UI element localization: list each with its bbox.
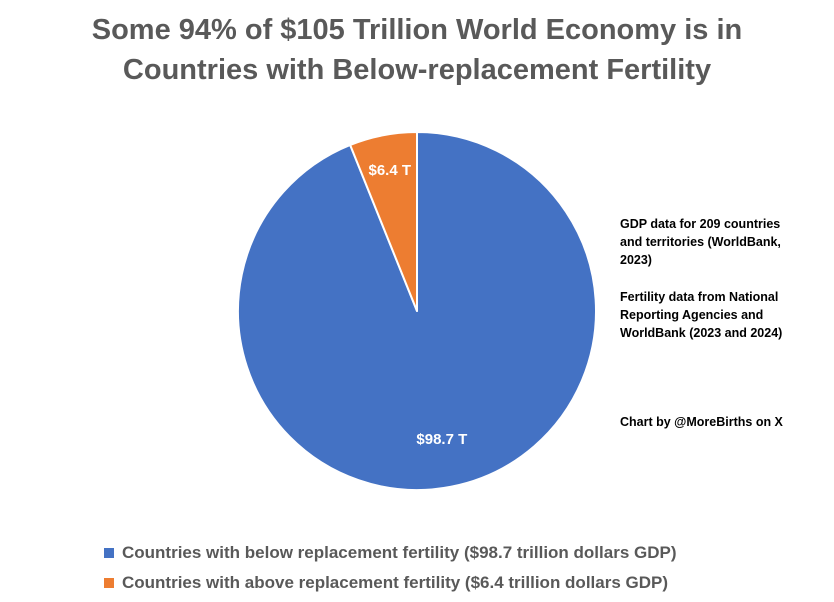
gdp-note-line-2: and territories (WorldBank,	[620, 235, 781, 249]
legend-item-below-replacement: Countries with below replacement fertili…	[104, 538, 677, 568]
fertility-note-line-2: Reporting Agencies and	[620, 308, 764, 322]
legend: Countries with below replacement fertili…	[104, 538, 677, 598]
gdp-note-line-3: 2023)	[620, 253, 652, 267]
pie-slice-above-replacement	[349, 131, 418, 312]
legend-label-above-replacement: Countries with above replacement fertili…	[122, 573, 669, 592]
legend-item-above-replacement: Countries with above replacement fertili…	[104, 568, 677, 598]
credit-text: Chart by @MoreBirths on X	[620, 415, 783, 429]
data-label-below-replacement: $98.7 T	[416, 431, 467, 448]
chart-title: Some 94% of $105 Trillion World Economy …	[0, 10, 834, 90]
chart-credit: Chart by @MoreBirths on X	[620, 413, 820, 431]
legend-swatch-below-replacement	[104, 548, 114, 558]
legend-label-below-replacement: Countries with below replacement fertili…	[122, 543, 677, 562]
data-label-above-replacement: $6.4 T	[369, 162, 412, 179]
chart-title-line-2: Countries with Below-replacement Fertili…	[122, 54, 712, 86]
pie-slice-below-replacement	[237, 131, 597, 491]
legend-swatch-above-replacement	[104, 578, 114, 588]
fertility-source-note: Fertility data from National Reporting A…	[620, 288, 820, 342]
fertility-note-line-3: WorldBank (2023 and 2024)	[620, 326, 783, 340]
gdp-note-line-1: GDP data for 209 countries	[620, 217, 781, 231]
fertility-note-line-1: Fertility data from National	[620, 290, 779, 304]
gdp-source-note: GDP data for 209 countries and territori…	[620, 215, 820, 269]
chart-title-line-1: Some 94% of $105 Trillion World Economy …	[91, 14, 743, 46]
